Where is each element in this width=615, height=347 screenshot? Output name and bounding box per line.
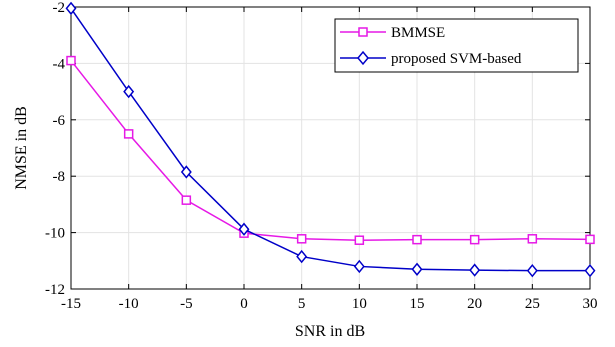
data-point-proposed-svm-based (469, 263, 481, 277)
y-tick-label: -4 (53, 56, 66, 72)
data-point-bmmse (469, 234, 480, 245)
y-tick-label: -12 (45, 282, 65, 298)
ticks: -15 -10 -5 0 5 10 15 20 25 30 -12 -10 -8 -6 -4 -2 (45, 0, 598, 312)
series-line-bmmse (70, 60, 591, 241)
y-axis-label: NMSE in dB (13, 106, 30, 190)
data-point-proposed-svm-based (353, 259, 365, 274)
data-point-bmmse (296, 234, 307, 244)
legend-marker-bmmse (358, 27, 368, 37)
legend-marker-svm (357, 50, 369, 66)
data-point-bmmse (412, 234, 422, 245)
plot-frame (70, 6, 591, 290)
legend: BMMSE proposed SVM-based (334, 18, 579, 73)
legend-label-svm: proposed SVM-based (391, 51, 522, 67)
x-tick-label: 30 (583, 296, 598, 312)
data-point-bmmse (527, 234, 538, 244)
x-tick-label: -15 (61, 296, 81, 312)
x-tick-label: 20 (467, 296, 482, 312)
x-tick-label: 10 (352, 296, 367, 312)
data-point-bmmse (354, 235, 365, 245)
data-point-proposed-svm-based (180, 165, 192, 179)
data-point-proposed-svm-based (238, 222, 250, 236)
data-point-bmmse (585, 234, 595, 245)
series (65, 1, 596, 278)
y-tick-label: -8 (53, 169, 66, 185)
y-tick-label: -6 (53, 113, 66, 129)
x-tick-label: 0 (240, 296, 248, 312)
data-point-bmmse (123, 129, 134, 139)
x-tick-label: -10 (119, 296, 139, 312)
legend-label-bmmse: BMMSE (391, 25, 445, 41)
data-point-proposed-svm-based (411, 262, 423, 276)
data-point-proposed-svm-based (526, 263, 538, 278)
x-tick-label: -5 (180, 296, 193, 312)
x-axis-label: SNR in dB (295, 323, 365, 340)
y-tick-label: -10 (45, 226, 65, 242)
y-tick-label: -2 (53, 0, 66, 16)
x-tick-label: 25 (525, 296, 540, 312)
x-tick-label: 5 (298, 296, 306, 312)
x-tick-label: 15 (410, 296, 425, 312)
data-point-proposed-svm-based (584, 263, 596, 278)
series-line-proposed-svm-based (70, 7, 590, 272)
data-point-proposed-svm-based (296, 249, 308, 264)
data-point-bmmse (66, 55, 76, 66)
data-point-proposed-svm-based (123, 84, 135, 99)
legend-box (334, 18, 579, 73)
data-point-bmmse (181, 195, 192, 205)
data-point-proposed-svm-based (65, 1, 77, 16)
